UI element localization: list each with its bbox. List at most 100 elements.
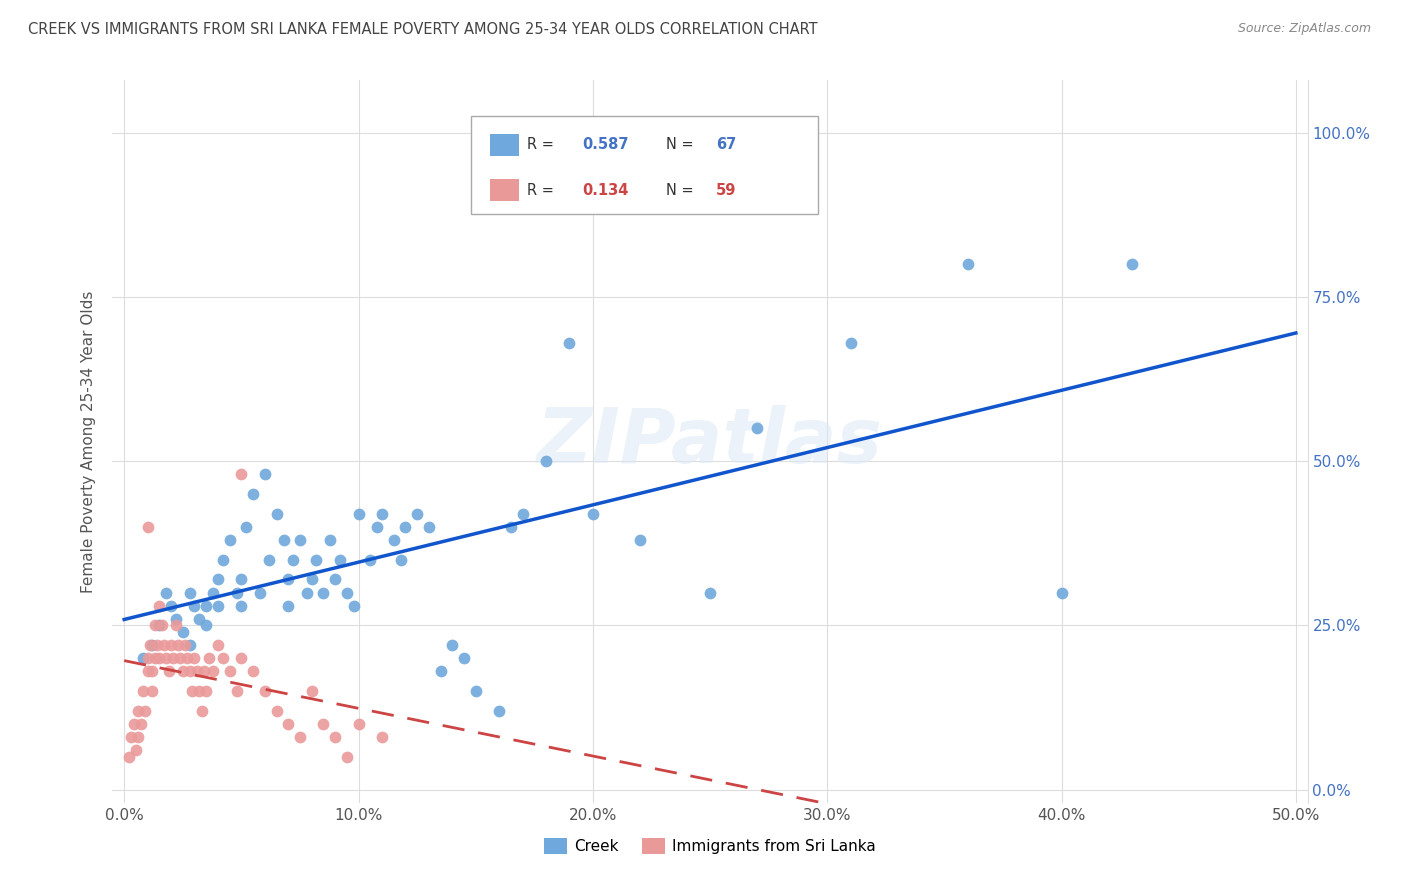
Point <box>441 638 464 652</box>
Point <box>225 684 247 698</box>
Text: Source: ZipAtlas.com: Source: ZipAtlas.com <box>1237 22 1371 36</box>
Point <box>143 651 166 665</box>
Point <box>125 743 148 757</box>
Point <box>202 665 225 679</box>
Point <box>499 520 522 534</box>
Point <box>211 651 233 665</box>
Point <box>347 717 370 731</box>
Point <box>136 651 159 665</box>
Point <box>141 665 163 679</box>
Point <box>235 520 257 534</box>
Point <box>146 638 169 652</box>
Point <box>148 651 170 665</box>
Point <box>336 585 359 599</box>
Point <box>132 651 155 665</box>
Point <box>323 730 346 744</box>
Point <box>193 665 215 679</box>
Point <box>266 704 288 718</box>
Point <box>195 599 218 613</box>
Point <box>190 704 212 718</box>
Point <box>253 684 276 698</box>
Point <box>162 651 184 665</box>
Point <box>288 730 311 744</box>
Point <box>288 533 311 547</box>
Point <box>699 585 721 599</box>
Point <box>301 573 323 587</box>
Point <box>295 585 318 599</box>
Text: R =: R = <box>527 137 558 153</box>
Point <box>558 336 581 351</box>
Point <box>277 599 299 613</box>
Text: 67: 67 <box>716 137 737 153</box>
Point <box>150 618 173 632</box>
Point <box>195 618 218 632</box>
Point <box>167 638 190 652</box>
Point <box>249 585 271 599</box>
Point <box>312 717 335 731</box>
Point <box>242 665 264 679</box>
Point <box>266 507 288 521</box>
FancyBboxPatch shape <box>471 117 818 214</box>
Point <box>136 665 159 679</box>
Point <box>179 585 201 599</box>
Point <box>406 507 429 521</box>
Point <box>343 599 366 613</box>
Point <box>211 553 233 567</box>
Point <box>155 585 177 599</box>
Point <box>207 638 229 652</box>
Point <box>273 533 295 547</box>
Text: N =: N = <box>666 183 697 197</box>
Point <box>127 704 149 718</box>
Point <box>253 467 276 482</box>
Point <box>394 520 416 534</box>
Text: N =: N = <box>666 137 697 153</box>
Point <box>225 585 247 599</box>
Point <box>359 553 381 567</box>
FancyBboxPatch shape <box>491 134 519 156</box>
Point <box>534 454 557 468</box>
Point <box>242 487 264 501</box>
Point <box>179 665 201 679</box>
Text: 0.587: 0.587 <box>582 137 628 153</box>
Point <box>174 638 197 652</box>
Point <box>195 684 218 698</box>
Text: CREEK VS IMMIGRANTS FROM SRI LANKA FEMALE POVERTY AMONG 25-34 YEAR OLDS CORRELAT: CREEK VS IMMIGRANTS FROM SRI LANKA FEMAL… <box>28 22 818 37</box>
Point <box>153 638 176 652</box>
Point <box>231 573 253 587</box>
Point <box>176 651 198 665</box>
Point <box>197 651 219 665</box>
Point <box>157 665 180 679</box>
Point <box>366 520 388 534</box>
Point <box>148 599 170 613</box>
Point <box>277 573 299 587</box>
Point <box>188 612 211 626</box>
Point <box>186 665 208 679</box>
Y-axis label: Female Poverty Among 25-34 Year Olds: Female Poverty Among 25-34 Year Olds <box>80 291 96 592</box>
Point <box>1050 585 1073 599</box>
Point <box>183 651 205 665</box>
Point <box>301 684 323 698</box>
Point <box>160 599 183 613</box>
Point <box>155 651 177 665</box>
Point <box>259 553 281 567</box>
Point <box>429 665 451 679</box>
Text: ZIPatlas: ZIPatlas <box>537 405 883 478</box>
Point <box>136 520 159 534</box>
Point <box>181 684 204 698</box>
Point <box>188 684 211 698</box>
Point <box>323 573 346 587</box>
Point <box>389 553 412 567</box>
Point <box>134 704 156 718</box>
Point <box>277 717 299 731</box>
Point <box>218 533 240 547</box>
Point <box>312 585 335 599</box>
Point <box>231 599 253 613</box>
Point <box>172 625 194 640</box>
Point <box>956 257 979 271</box>
Point <box>141 638 163 652</box>
Text: 59: 59 <box>716 183 737 197</box>
Point <box>172 665 194 679</box>
Point <box>218 665 240 679</box>
Point <box>1121 257 1143 271</box>
Point <box>464 684 486 698</box>
